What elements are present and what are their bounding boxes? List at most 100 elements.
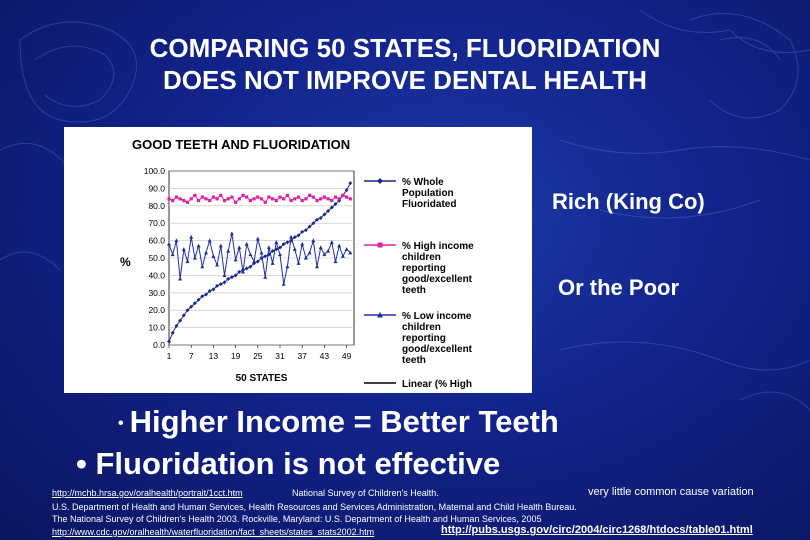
bullet-dot: • [118,414,124,432]
data-point-1 [344,188,349,193]
data-point-1 [333,202,338,207]
data-point-3 [244,241,249,246]
data-point-3 [196,243,201,248]
data-point-1 [229,275,234,280]
data-point-1 [215,283,220,288]
data-point-2 [300,198,304,203]
legend-entry-text: teeth [402,355,426,366]
source-link-usgs[interactable]: http://pubs.usgs.gov/circ/2004/circ1268/… [441,524,753,536]
data-point-1 [315,217,319,222]
data-point-3 [337,243,342,248]
legend-marker [377,178,383,184]
data-point-1 [185,308,190,313]
data-point-3 [348,250,353,255]
bullet-higher-income: • Higher Income = Better Teeth [118,404,559,440]
data-point-2 [230,195,234,199]
y-tick-label: 40.0 [148,270,165,280]
data-point-2 [256,195,260,199]
data-point-2 [178,197,182,201]
data-point-2 [171,198,175,203]
data-point-2 [333,195,338,199]
data-point-1 [189,304,194,309]
data-point-3 [233,257,238,262]
y-tick-label: 0.0 [153,340,165,350]
data-point-3 [174,238,179,243]
data-point-3 [303,255,308,260]
data-point-3 [292,247,297,251]
data-point-3 [229,231,234,236]
data-point-2 [274,198,278,203]
y-tick-label: 60.0 [148,236,165,246]
data-point-1 [174,323,179,328]
bullet-2-text: Fluoridation is not effective [95,446,501,481]
legend-entry-text: % Whole [402,177,444,188]
data-point-2 [208,198,212,203]
legend-entry-text: % Low income [402,311,472,322]
legend-marker [377,242,383,248]
data-point-3 [241,269,245,274]
data-point-1 [292,235,297,240]
data-point-2 [304,197,308,201]
x-tick-label: 43 [320,351,330,361]
data-point-3 [300,241,305,246]
data-point-2 [285,193,289,197]
data-point-2 [345,195,349,199]
x-tick-label: 25 [253,351,263,361]
data-point-3 [311,238,316,243]
data-point-2 [237,197,241,201]
y-tick-label: 70.0 [148,218,165,228]
x-tick-label: 1 [167,351,172,361]
y-tick-label: 80.0 [148,201,165,211]
data-point-2 [319,197,323,201]
y-tick-label: 30.0 [148,288,165,298]
source-note: very little common cause variation [588,486,754,498]
data-point-2 [282,197,286,201]
source-link-mchb[interactable]: http://mchb.hrsa.gov/oralhealth/portrait… [52,488,243,498]
data-point-2 [330,198,334,203]
data-point-1 [178,318,183,323]
data-point-3 [207,238,212,243]
data-point-3 [340,254,345,258]
data-point-3 [281,281,286,286]
data-point-2 [193,193,197,197]
data-point-1 [329,205,334,210]
data-point-2 [185,200,190,204]
data-point-3 [326,248,331,253]
data-point-3 [289,234,294,239]
data-point-3 [237,245,242,250]
data-point-3 [307,250,312,255]
data-point-2 [308,193,312,197]
source-link-cdc[interactable]: http://www.cdc.gov/oralhealth/waterfluor… [52,527,375,537]
data-point-2 [211,195,215,199]
good-teeth-chart: GOOD TEETH AND FLUORIDATION 0.0 10.0 20.0 30… [120,137,474,390]
legend-entry-text: reporting [402,263,446,274]
data-point-2 [337,197,341,201]
data-point-1 [270,249,275,254]
data-point-1 [237,269,242,274]
data-point-1 [170,330,175,335]
data-point-2 [222,198,227,203]
data-point-2 [252,197,256,201]
data-point-1 [204,292,208,297]
data-point-1 [167,339,171,344]
data-point-3 [200,264,205,269]
legend-entry-text: Linear (% High [402,379,472,390]
data-point-1 [281,242,286,247]
data-point-2 [248,198,252,203]
data-point-1 [311,221,316,226]
data-point-3 [185,259,190,264]
data-point-3 [248,252,253,257]
data-point-3 [167,241,171,246]
data-point-2 [267,195,271,199]
x-axis-label: 50 STATES [236,373,288,384]
data-point-1 [348,181,353,186]
data-point-1 [255,259,260,264]
x-tick-label: 49 [342,351,352,361]
x-tick-label: 7 [189,351,194,361]
data-point-3 [178,276,183,281]
data-point-2 [289,198,293,203]
data-point-1 [278,245,282,250]
data-point-1 [211,287,216,292]
data-point-3 [274,240,279,244]
data-point-2 [348,197,352,201]
